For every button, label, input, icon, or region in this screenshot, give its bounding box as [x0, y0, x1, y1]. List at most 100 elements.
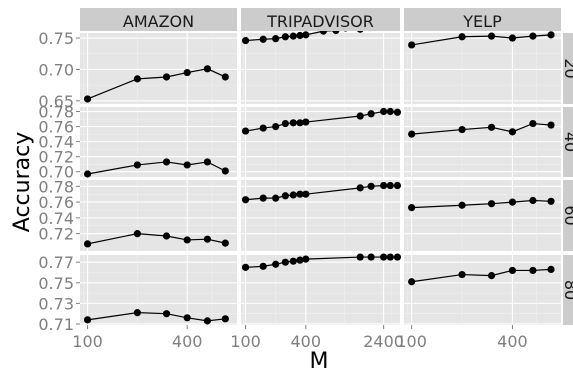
x-tick-label: 2400: [363, 332, 404, 351]
data-point: [408, 204, 416, 212]
panel-amazon-20: [80, 33, 237, 104]
data-point: [289, 32, 297, 40]
row-facet-label: 80: [561, 280, 573, 300]
panel-tripadvisor-60: [241, 180, 400, 251]
data-point: [183, 161, 191, 169]
data-point: [83, 240, 92, 248]
data-point: [183, 68, 191, 77]
data-point: [393, 181, 402, 190]
data-point: [203, 65, 212, 73]
row-strip-80: [563, 255, 573, 325]
row-strip-20: [563, 33, 573, 104]
x-tick-label: 100: [72, 332, 103, 351]
data-point: [289, 257, 297, 265]
x-axis-title: M: [310, 349, 329, 370]
data-point: [83, 95, 92, 103]
data-point: [133, 230, 141, 238]
data-point: [203, 235, 212, 243]
data-point: [547, 265, 555, 274]
y-tick-label: 0.75: [38, 274, 74, 293]
x-tick-label: 100: [230, 332, 261, 351]
data-point: [458, 201, 466, 209]
panel-yelp-60: [404, 180, 561, 251]
data-point: [221, 315, 229, 323]
data-point: [203, 317, 212, 325]
panel-tripadvisor-20: [241, 33, 400, 104]
row-facet-label: 40: [561, 132, 573, 152]
y-tick-label: 0.74: [38, 133, 74, 152]
data-point: [367, 253, 375, 261]
panel-yelp-80: [404, 255, 561, 325]
data-point: [547, 31, 555, 39]
data-point: [296, 256, 304, 264]
data-point: [281, 119, 289, 128]
y-axis-title: Accuracy: [10, 132, 35, 232]
data-point: [203, 158, 212, 166]
x-tick-label: 400: [172, 332, 203, 351]
y-tick-label: 0.77: [38, 253, 74, 272]
data-point: [302, 190, 310, 198]
data-point: [508, 266, 517, 275]
data-point: [296, 190, 304, 198]
data-point: [393, 253, 402, 261]
data-point: [458, 33, 466, 41]
data-point: [162, 73, 171, 81]
data-point: [487, 271, 496, 280]
data-point: [529, 196, 537, 205]
data-point: [356, 184, 364, 192]
data-point: [296, 31, 304, 40]
y-tick-label: 0.74: [38, 209, 74, 228]
data-point: [529, 266, 537, 275]
y-tick-label: 0.72: [38, 148, 74, 167]
data-point: [356, 253, 364, 261]
y-tick-label: 0.76: [38, 118, 74, 137]
data-point: [241, 127, 250, 135]
data-point: [529, 32, 537, 40]
data-point: [380, 253, 388, 261]
data-point: [296, 119, 304, 127]
data-point: [289, 119, 297, 127]
y-tick-label: 0.65: [38, 92, 74, 111]
data-point: [241, 196, 250, 204]
y-tick-label: 0.70: [38, 163, 74, 182]
data-point: [259, 124, 267, 132]
y-tick-label: 0.70: [38, 60, 74, 79]
data-point: [281, 192, 289, 200]
data-point: [259, 194, 267, 202]
panel-yelp-20: [404, 33, 561, 104]
data-point: [380, 107, 388, 116]
data-point: [221, 73, 229, 81]
data-point: [272, 194, 280, 202]
column-facet-label: TRIPADVISOR: [266, 12, 374, 31]
data-point: [356, 112, 364, 120]
data-point: [272, 122, 280, 131]
y-tick-label: 0.75: [38, 29, 74, 48]
data-point: [487, 123, 496, 131]
data-point: [302, 118, 310, 126]
data-point: [302, 255, 310, 263]
data-point: [289, 191, 297, 199]
row-strip-60: [563, 180, 573, 251]
data-point: [547, 197, 555, 205]
data-point: [272, 260, 280, 268]
data-point: [221, 167, 229, 175]
data-point: [386, 107, 394, 116]
data-point: [162, 158, 171, 166]
data-point: [183, 314, 191, 322]
data-point: [458, 270, 466, 279]
column-strip-amazon: [80, 8, 237, 31]
column-facet-label: YELP: [462, 12, 502, 31]
data-point: [367, 110, 375, 118]
data-point: [281, 33, 289, 41]
data-point: [241, 36, 250, 45]
column-strip-tripadvisor: [241, 8, 400, 31]
data-point: [408, 278, 416, 286]
data-point: [281, 258, 289, 266]
y-tick-label: 0.78: [38, 177, 74, 196]
data-point: [529, 119, 537, 128]
data-point: [221, 239, 229, 247]
data-point: [259, 262, 267, 270]
data-point: [386, 253, 394, 261]
row-facet-label: 20: [561, 58, 573, 78]
